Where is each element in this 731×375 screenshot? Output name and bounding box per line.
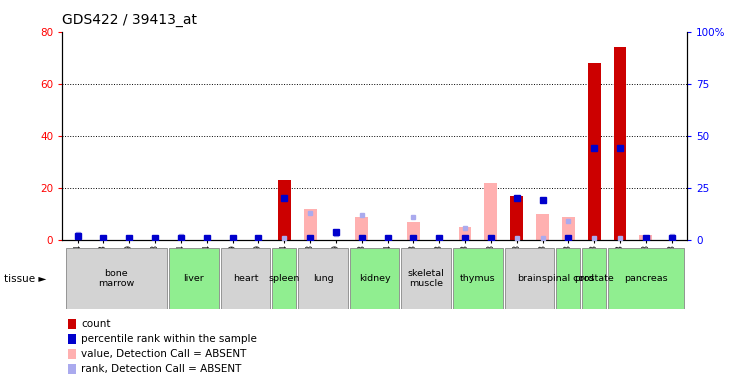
Text: brain: brain: [518, 274, 542, 283]
Bar: [401, 248, 451, 309]
Text: spinal cord: spinal cord: [542, 274, 594, 283]
Text: heart: heart: [232, 274, 258, 283]
Text: kidney: kidney: [359, 274, 390, 283]
Bar: [453, 248, 503, 309]
Bar: [273, 248, 296, 309]
Text: bone
marrow: bone marrow: [98, 269, 135, 288]
Bar: [640, 235, 652, 240]
Bar: [66, 248, 167, 309]
Bar: [458, 227, 471, 240]
Bar: [355, 217, 368, 240]
Bar: [556, 248, 580, 309]
Text: lung: lung: [313, 274, 333, 283]
Text: count: count: [81, 319, 110, 329]
Text: GDS422 / 39413_at: GDS422 / 39413_at: [62, 13, 197, 27]
Bar: [536, 214, 549, 240]
Bar: [613, 48, 626, 240]
Text: liver: liver: [183, 274, 204, 283]
Bar: [562, 217, 575, 240]
Bar: [510, 196, 523, 240]
Bar: [169, 248, 219, 309]
Bar: [407, 222, 420, 240]
Text: tissue ►: tissue ►: [4, 274, 46, 284]
Bar: [69, 349, 76, 359]
Bar: [69, 364, 76, 374]
Text: pancreas: pancreas: [624, 274, 667, 283]
Bar: [350, 248, 399, 309]
Text: percentile rank within the sample: percentile rank within the sample: [81, 334, 257, 344]
Bar: [505, 248, 554, 309]
Bar: [69, 319, 76, 329]
Text: prostate: prostate: [575, 274, 614, 283]
Bar: [608, 248, 683, 309]
Bar: [485, 183, 497, 240]
Bar: [69, 334, 76, 344]
Bar: [298, 248, 348, 309]
Bar: [588, 63, 601, 240]
Text: value, Detection Call = ABSENT: value, Detection Call = ABSENT: [81, 349, 246, 359]
Bar: [221, 248, 270, 309]
Text: rank, Detection Call = ABSENT: rank, Detection Call = ABSENT: [81, 364, 241, 374]
Text: spleen: spleen: [268, 274, 300, 283]
Bar: [278, 180, 291, 240]
Text: thymus: thymus: [460, 274, 496, 283]
Bar: [303, 209, 317, 240]
Text: skeletal
muscle: skeletal muscle: [408, 269, 444, 288]
Bar: [583, 248, 606, 309]
